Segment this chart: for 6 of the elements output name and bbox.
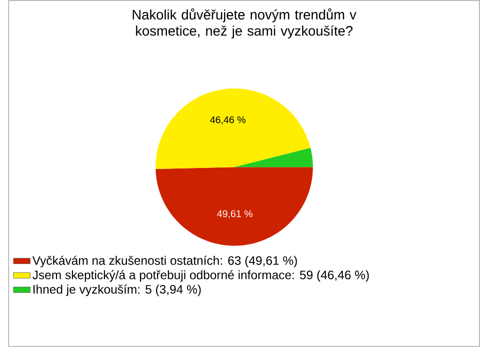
legend-label: Ihned je vyzkouším: 5 (3,94 %) (33, 284, 201, 296)
data-label: 46,46 % (210, 116, 246, 124)
chart-title: Nakolik důvěřujete novým trendům v kosmetice, než je sami vyzkoušíte? (132, 8, 356, 38)
data-label: 49,61 % (217, 210, 252, 218)
legend-label: Vyčkávám na zkušenosti ostatních: 63 (49,61 %) (32, 256, 297, 268)
legend-label: Jsem skeptický/á a potřebuji odborné informace: 59 (46,46 %) (32, 270, 369, 282)
